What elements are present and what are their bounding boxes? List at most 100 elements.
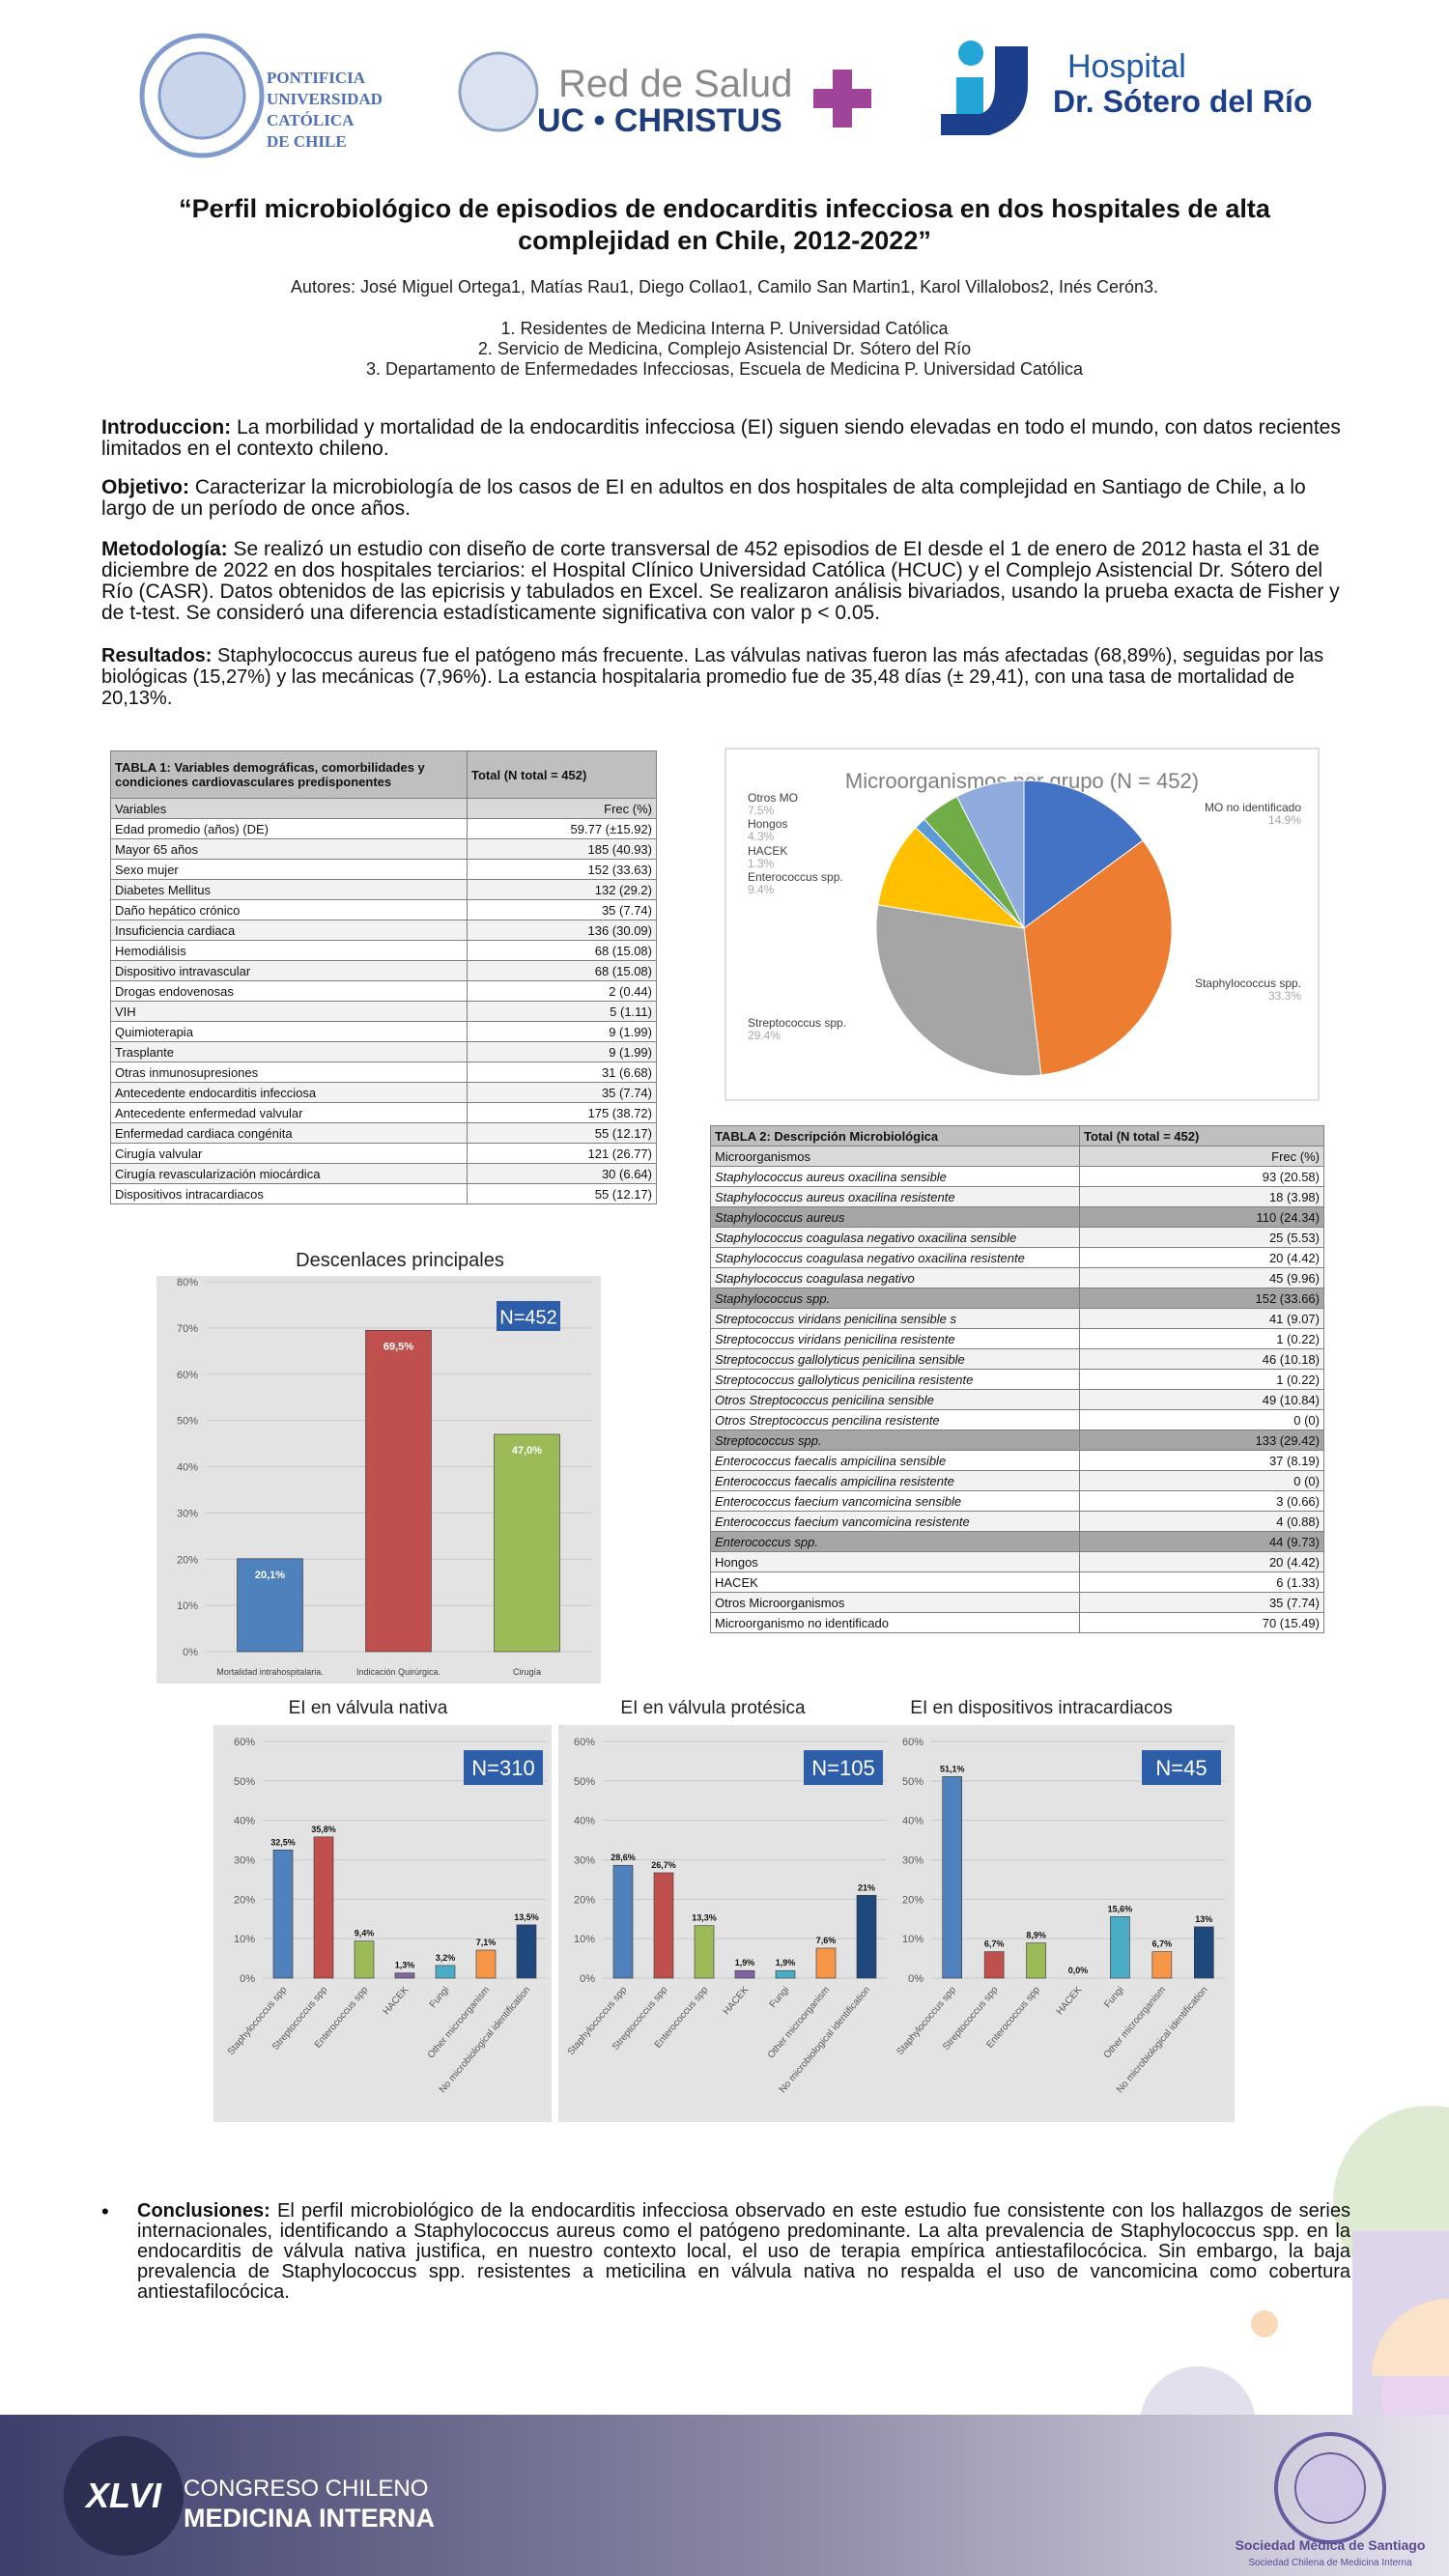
puc-seal [139,33,265,158]
table-cell: Trasplante [110,1041,468,1062]
value-label: 9,4% [355,1929,375,1939]
table-row: Streptococcus gallolyticus penicilina se… [710,1348,1324,1370]
red-seal [458,51,539,132]
annotation-box [464,1750,543,1785]
bullet: • [101,2199,109,2223]
table-cell: 3 (0.66) [1079,1490,1324,1512]
pie-slice [877,827,1026,929]
chart: EI en válvula nativa 0% 10% 20% 30% 40% 50% 60%… [213,1698,552,2122]
y-tick-label: 50% [177,1416,198,1428]
annotation: N=452 [499,1308,557,1329]
y-tick-label: 60% [574,1737,595,1748]
table-cell: 30 (6.64) [467,1163,657,1184]
section: Introduccion: La morbilidad y mortalidad… [101,417,1350,460]
pie-value-label: 4.3% [748,830,775,843]
table-cell: Streptococcus viridans penicilina sensib… [710,1308,1080,1329]
section-text: Se realizó un estudio con diseño de cort… [101,538,1340,624]
table-cell: 1 (0.22) [1079,1328,1324,1349]
table-cell: 37 (8.19) [1079,1450,1324,1471]
table-cell: 59.77 (±15.92) [467,818,657,839]
deco-dot [1251,2310,1278,2337]
logos: PONTIFICIA UNIVERSIDAD CATÓLICA DE CHILE… [139,33,1312,158]
pie-label: Otros MO [748,791,798,805]
value-label: 21% [858,1882,875,1892]
society: Sociedad Chilena de Medicina Interna [1249,2558,1412,2568]
table-row: Staphylococcus aureus oxacilina resisten… [710,1186,1324,1207]
table-row: Staphylococcus aureus oxacilina sensible… [710,1166,1324,1187]
table-cell: Enfermedad cardiaca congénita [110,1122,468,1144]
header-cell: TABLA 2: Descripción Microbiológica [710,1125,1080,1146]
annotation-box [804,1750,883,1785]
chart-title: Descenlaces principales [296,1250,504,1271]
table-cell: Enterococcus faecalis ampicilina resiste… [710,1470,1080,1491]
table-row: HACEK 6 (1.33) [710,1571,1324,1593]
conclusion: Conclusiones: El perfil microbiológico d… [137,2201,1350,2303]
table-cell: 185 (40.93) [467,838,657,860]
subheader-cell: Variables [110,798,468,819]
table-row: Staphylococcus coagulasa negativo oxacil… [710,1227,1324,1248]
society-seal [1294,2452,1366,2524]
bar [775,1969,796,1979]
subheader-row: Variables Frec (%) [110,798,657,819]
table-row: Antecedente enfermedad valvular 175 (38.7… [110,1102,657,1123]
table-row: Dispositivos intracardiacos 55 (12.17) [110,1183,657,1204]
table-cell: Cirugía valvular [110,1143,468,1164]
table-cell: 4 (0.88) [1079,1511,1324,1532]
value-label: 7,1% [476,1938,497,1947]
decoration [1140,2106,1449,2415]
table-cell: 46 (10.18) [1079,1348,1324,1370]
table-row: Enterococcus faecium vancomicina sensibl… [710,1490,1324,1512]
logo-text: CATÓLICA [267,111,355,129]
table-cell: 5 (1.11) [467,1001,657,1022]
pie-slice [875,904,1042,1077]
value-label: 1,9% [776,1958,796,1967]
table-row: Cirugía revascularización miocárdica 30 (… [110,1163,657,1184]
deco-quarter [1372,2299,1449,2376]
table-cell: 6 (1.33) [1079,1571,1324,1593]
table-cell: Staphylococcus coagulasa negativo oxacil… [710,1227,1080,1248]
pie-slice [1023,839,1173,1076]
section: Objetivo: Caracterizar la microbiología … [101,477,1350,520]
table-row: Otras inmunosupresiones 31 (6.68) [110,1062,657,1083]
value-label: 26,7% [651,1860,676,1870]
logo-text: Red de Salud [558,63,792,105]
x-tick-label: Cirugía [513,1667,541,1677]
bar [1151,1951,1173,1979]
table-2: TABLA 2: Descripción Microbiológica Total… [710,1125,1324,1633]
bar [313,1836,334,1979]
y-tick-label: 60% [234,1737,255,1748]
chart-background [213,1725,552,2122]
table-cell: Staphylococcus aureus oxacilina resisten… [710,1186,1080,1207]
table-cell: 152 (33.66) [1079,1288,1324,1309]
y-tick-label: 30% [574,1855,595,1867]
logo-text: PONTIFICIA [267,69,366,87]
table-cell: 35 (7.74) [1079,1592,1324,1613]
table-row: Insuficiencia cardiaca 136 (30.09) [110,920,657,941]
value-label: 3,2% [436,1953,456,1963]
x-tick-label: Indicación Quirúrgica. [356,1667,440,1677]
table-row: Microorganismo no identificado 70 (15.49) [710,1612,1324,1633]
table-cell: 121 (26.77) [467,1143,657,1164]
hospital-icon [958,41,983,66]
y-tick-label: 80% [177,1277,198,1288]
table-row: Otros Microorganismos 35 (7.74) [710,1592,1324,1613]
section: Resultados: Staphylococcus aureus fue el… [101,645,1350,709]
section-text: La morbilidad y mortalidad de la endocar… [101,416,1341,460]
table-row: Diabetes Mellitus 132 (29.2) [110,879,657,900]
red-cross [813,70,871,127]
table-row: Streptococcus viridans penicilina resist… [710,1328,1324,1349]
bar [365,1329,432,1653]
affiliation: 2. Servicio de Medicina, Complejo Asiste… [477,339,972,358]
annotation: N=45 [1155,1756,1207,1780]
table-cell: 35 (7.74) [467,899,657,920]
table-cell: Hongos [710,1551,1080,1572]
affiliation: 3. Departamento de Enfermedades Infeccio… [365,359,1084,379]
y-tick-label: 40% [234,1816,255,1827]
y-tick-label: 40% [574,1816,595,1827]
table-row: Otros Streptococcus penicilina sensible 4… [710,1389,1324,1410]
bar [475,1949,497,1979]
table-cell: 132 (29.2) [467,879,657,900]
y-tick-label: 20% [574,1894,595,1906]
y-tick-label: 30% [902,1855,923,1867]
